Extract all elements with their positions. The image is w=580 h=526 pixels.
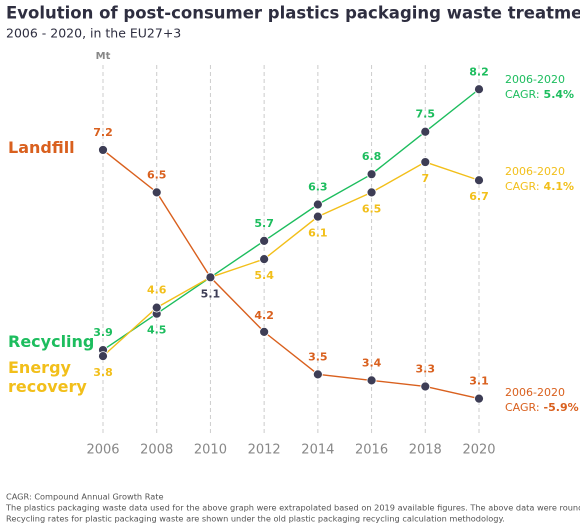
x-tick-label: 2016 bbox=[355, 443, 388, 458]
series-line bbox=[102, 88, 480, 351]
data-label: 3.4 bbox=[362, 356, 382, 369]
data-point bbox=[151, 302, 162, 313]
legend-label: Landfill bbox=[8, 138, 75, 157]
data-label: 6.5 bbox=[362, 202, 382, 215]
data-point bbox=[420, 126, 431, 137]
x-tick-label: 2018 bbox=[409, 443, 442, 458]
annotation: CAGR: 4.1% bbox=[505, 180, 574, 193]
footnote: Recycling rates for plastic packaging wa… bbox=[6, 514, 505, 524]
data-point bbox=[98, 351, 108, 362]
annotation-label: CAGR: bbox=[505, 180, 540, 193]
annotation-value: 4.1% bbox=[544, 180, 575, 193]
data-label: 6.1 bbox=[308, 227, 328, 240]
x-tick-label: 2014 bbox=[301, 443, 334, 458]
data-label: 6.7 bbox=[469, 190, 489, 203]
annotation-label: CAGR: bbox=[505, 401, 540, 414]
data-point bbox=[366, 169, 377, 180]
data-label: 5.7 bbox=[254, 217, 274, 230]
data-label: 7 bbox=[421, 172, 429, 185]
data-point bbox=[205, 272, 216, 283]
x-tick-label: 2008 bbox=[140, 443, 173, 458]
data-label: 4.2 bbox=[254, 309, 274, 322]
series-line bbox=[102, 149, 480, 400]
data-point bbox=[312, 369, 323, 380]
data-label: 5.1 bbox=[201, 287, 221, 300]
x-tick-label: 2006 bbox=[86, 443, 119, 458]
x-tick-label: 2020 bbox=[462, 443, 495, 458]
data-point bbox=[420, 381, 431, 392]
data-point bbox=[366, 187, 377, 198]
data-point bbox=[474, 393, 484, 404]
data-point bbox=[259, 326, 270, 337]
legend-label: Recycling bbox=[8, 332, 95, 351]
data-label: 3.9 bbox=[93, 326, 113, 339]
annotation: 2006-2020 bbox=[505, 386, 565, 399]
data-point bbox=[151, 187, 162, 198]
data-label: 3.5 bbox=[308, 350, 328, 363]
annotation-label: CAGR: bbox=[505, 88, 540, 101]
data-point bbox=[312, 199, 323, 210]
annotation-value: 5.4% bbox=[544, 88, 575, 101]
data-point bbox=[259, 236, 270, 246]
data-label: 6.3 bbox=[308, 181, 328, 194]
data-label: 5.4 bbox=[254, 269, 274, 282]
annotation: CAGR: -5.9% bbox=[505, 401, 579, 414]
legend-label: Energy recovery bbox=[8, 358, 87, 396]
data-label: 8.2 bbox=[469, 65, 489, 78]
data-point bbox=[474, 84, 484, 95]
data-label: 3.1 bbox=[469, 375, 489, 388]
data-label: 6.8 bbox=[362, 150, 382, 163]
data-point bbox=[474, 175, 484, 186]
series-line bbox=[102, 161, 480, 357]
data-point bbox=[98, 145, 108, 155]
y-axis-label: Mt bbox=[96, 51, 111, 62]
annotation: 2006-2020 bbox=[505, 73, 565, 86]
chart-subtitle: 2006 - 2020, in the EU27+3 bbox=[6, 26, 181, 41]
data-point bbox=[312, 211, 323, 222]
data-label: 4.6 bbox=[147, 284, 167, 297]
annotation-value: -5.9% bbox=[544, 401, 579, 414]
data-label: 3.8 bbox=[93, 366, 113, 379]
data-point bbox=[259, 254, 270, 264]
footnote: CAGR: Compound Annual Growth Rate bbox=[6, 492, 163, 502]
footnote: The plastics packaging waste data used f… bbox=[5, 503, 580, 513]
data-point bbox=[420, 157, 431, 167]
data-label: 4.5 bbox=[147, 324, 167, 337]
data-label: 6.5 bbox=[147, 168, 167, 181]
data-label: 3.3 bbox=[416, 362, 436, 375]
x-tick-label: 2010 bbox=[194, 443, 227, 458]
annotation: 2006-2020 bbox=[505, 165, 565, 178]
data-point bbox=[366, 375, 377, 386]
annotation: CAGR: 5.4% bbox=[505, 88, 574, 101]
chart-title: Evolution of post-consumer plastics pack… bbox=[6, 4, 580, 23]
data-label: 7.2 bbox=[93, 126, 113, 139]
data-label: 7.5 bbox=[416, 108, 436, 121]
x-tick-label: 2012 bbox=[248, 443, 281, 458]
